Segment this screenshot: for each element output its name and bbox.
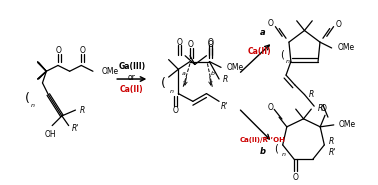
Text: R': R' xyxy=(318,104,325,113)
Text: R: R xyxy=(329,137,335,146)
Text: O: O xyxy=(208,40,213,49)
Text: n: n xyxy=(170,89,174,94)
Text: R: R xyxy=(79,106,85,115)
Text: (: ( xyxy=(25,92,29,105)
Text: b: b xyxy=(260,147,266,156)
Text: O: O xyxy=(188,40,194,49)
Text: n: n xyxy=(286,59,290,64)
Text: OMe: OMe xyxy=(227,63,244,72)
Text: OMe: OMe xyxy=(339,120,356,129)
Text: R': R' xyxy=(329,148,336,157)
Text: OH: OH xyxy=(45,130,56,139)
Text: O: O xyxy=(267,103,273,112)
Text: n: n xyxy=(31,103,35,108)
Text: O: O xyxy=(208,38,213,47)
Text: O: O xyxy=(336,20,341,29)
Text: O: O xyxy=(56,46,62,55)
Text: O: O xyxy=(177,38,182,47)
Text: O: O xyxy=(79,46,85,55)
Text: a: a xyxy=(260,28,266,37)
Text: OMe: OMe xyxy=(102,67,119,76)
Text: Ca(II): Ca(II) xyxy=(248,47,272,56)
Text: O: O xyxy=(292,173,298,182)
Text: O: O xyxy=(172,106,178,115)
Text: a: a xyxy=(182,71,186,76)
Text: (: ( xyxy=(280,50,284,60)
Text: OMe: OMe xyxy=(338,43,355,53)
Text: O: O xyxy=(320,104,326,112)
Text: Ca(II): Ca(II) xyxy=(120,85,144,94)
Text: R': R' xyxy=(221,102,228,111)
Text: n: n xyxy=(282,152,286,157)
Text: R: R xyxy=(223,75,228,83)
Text: b: b xyxy=(210,71,214,76)
Text: O: O xyxy=(268,19,273,28)
Text: Ga(III): Ga(III) xyxy=(118,62,145,71)
Text: (: ( xyxy=(274,144,278,154)
Text: (: ( xyxy=(161,77,166,90)
Text: R': R' xyxy=(71,124,79,133)
Text: R: R xyxy=(308,90,314,99)
Text: Ca(II)/R’’OH: Ca(II)/R’’OH xyxy=(240,137,286,143)
Text: or: or xyxy=(128,73,136,82)
